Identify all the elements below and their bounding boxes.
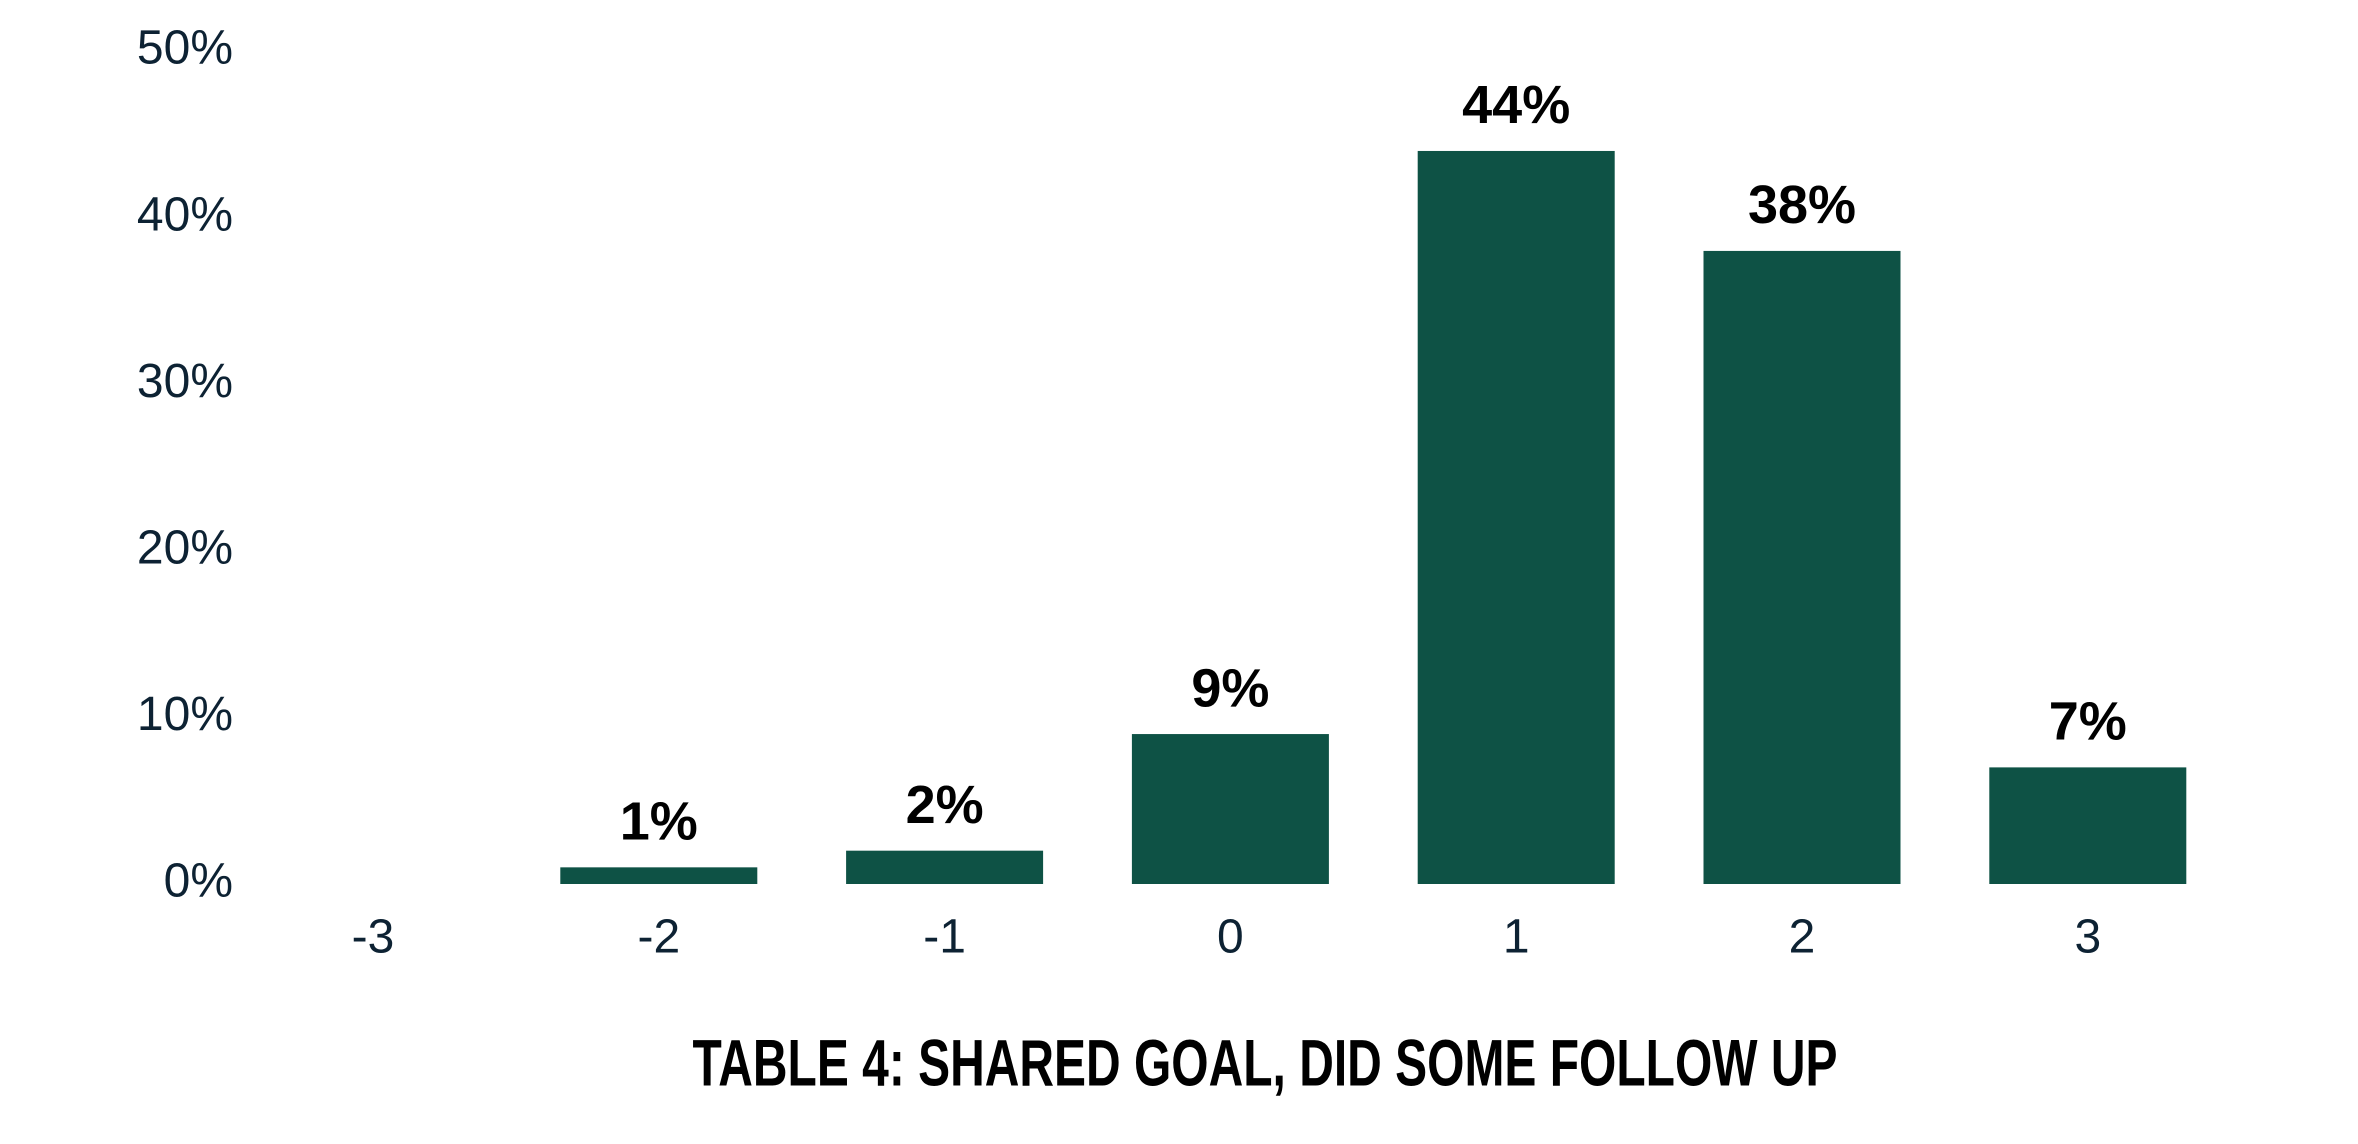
- y-tick-label: 10%: [137, 688, 233, 741]
- value-label: 44%: [1462, 75, 1570, 135]
- bar: [1989, 767, 2187, 884]
- y-tick-label: 30%: [137, 355, 233, 408]
- value-label: 9%: [1191, 658, 1269, 718]
- value-label: 38%: [1748, 175, 1856, 235]
- x-tick-label: 1: [1503, 911, 1530, 964]
- value-label: 1%: [620, 792, 698, 852]
- bar: [846, 850, 1044, 884]
- chart-title: TABLE 4: SHARED GOAL, DID SOME FOLLOW UP: [693, 1025, 1838, 1099]
- y-tick-label: 0%: [164, 855, 233, 908]
- x-tick-label: 0: [1217, 911, 1244, 964]
- value-label: 7%: [2049, 692, 2127, 752]
- x-tick-label: -3: [352, 911, 395, 964]
- y-tick-label: 20%: [137, 521, 233, 574]
- bar: [1417, 150, 1615, 884]
- x-tick-label: -1: [923, 911, 966, 964]
- x-tick-label: -2: [637, 911, 680, 964]
- bar: [560, 867, 758, 884]
- y-tick-label: 50%: [137, 22, 233, 75]
- x-tick-label: 2: [1789, 911, 1816, 964]
- y-tick-label: 40%: [137, 188, 233, 241]
- x-tick-label: 3: [2074, 911, 2101, 964]
- bar: [1703, 250, 1901, 885]
- bar: [1131, 734, 1329, 884]
- value-label: 2%: [906, 775, 984, 835]
